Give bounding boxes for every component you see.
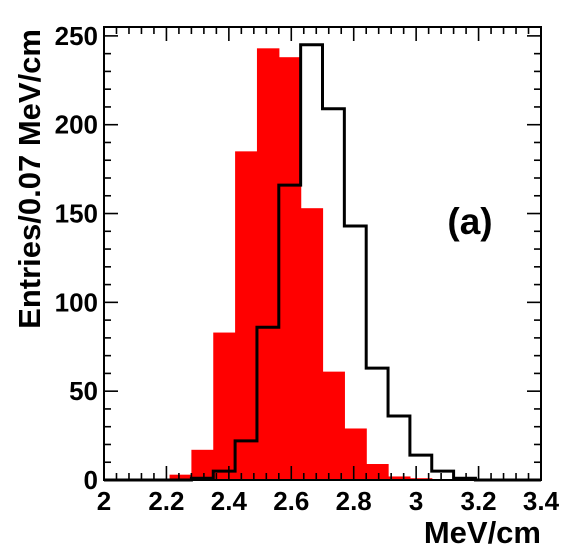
x-tick-label: 2.8 [336,486,372,516]
tick-labels-layer: 2 2.2 2.4 2.6 2.8 3 3.2 3.4 0 50 100 150 200 250 [55,21,560,516]
x-tick-label: 3.2 [460,486,496,516]
panel-annotation: (a) [447,201,492,242]
filled-bin [300,208,324,480]
filled-bin [213,332,236,480]
x-tick-label: 3 [409,486,423,516]
x-tick-label: 2.2 [148,486,184,516]
x-tick-label: 2.6 [273,486,309,516]
y-tick-label: 0 [84,465,98,495]
filled-bin [235,151,258,480]
axis-ticks-layer [103,27,542,481]
filled-bin [278,57,302,480]
y-tick-label: 150 [55,199,98,229]
x-tick-label: 2.4 [211,486,248,516]
histogram-bins-layer [169,48,433,480]
y-tick-label: 50 [69,376,98,406]
x-tick-label: 2 [97,486,111,516]
filled-bin [366,464,389,480]
y-tick-label: 250 [55,21,98,51]
filled-bin [256,48,280,480]
x-axis-label: MeV/cm [424,515,541,550]
filled-bin [322,371,345,480]
filled-bin [344,428,367,480]
filled-bin [388,476,411,480]
filled-bin [191,449,214,480]
filled-bin [169,474,192,480]
x-tick-label: 3.4 [523,486,560,516]
y-tick-label: 100 [55,287,98,317]
plot-frame [103,26,542,481]
y-tick-label: 200 [55,110,98,140]
y-axis-label: Entries/0.07 MeV/cm [12,29,47,329]
